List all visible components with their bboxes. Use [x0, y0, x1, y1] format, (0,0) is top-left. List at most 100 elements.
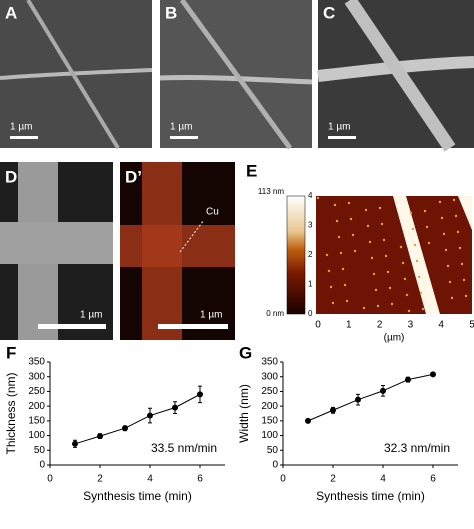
afm-grain	[372, 272, 376, 276]
annotation: 32.3 nm/min	[384, 441, 450, 455]
panel-label: D’	[125, 167, 142, 186]
point	[305, 417, 311, 424]
afm-grain	[462, 278, 466, 282]
y-axis-label: Width (nm)	[237, 384, 251, 443]
afm-grain	[454, 214, 458, 218]
panel-e: E 113 nm 0 nm 0 1 2 3 4 0 1 2 3 4 5 (µm)	[246, 161, 474, 343]
afm-grain	[362, 306, 366, 310]
panel-b: B 1 µm	[159, 0, 313, 150]
afm-grain	[380, 222, 384, 226]
bar-min: 0 nm	[266, 309, 284, 318]
point	[430, 371, 436, 378]
afm-grain	[325, 253, 329, 257]
afm-grain	[335, 219, 339, 223]
afm-grain	[446, 264, 450, 268]
x-tick-label: 4	[438, 320, 444, 331]
point	[122, 425, 128, 432]
afm-grain	[409, 211, 413, 215]
afm-grain	[370, 256, 374, 260]
x-tick-label: 4	[380, 474, 386, 485]
point	[197, 391, 203, 398]
x-tick-label: 2	[377, 320, 383, 331]
afm-grain	[407, 309, 411, 313]
y-tick-label: 200	[261, 401, 278, 412]
afm-grain	[382, 238, 386, 242]
afm-grain	[401, 261, 405, 265]
afm-grain	[390, 302, 394, 306]
scale-label: 1 µm	[170, 122, 192, 133]
afm-grain	[368, 240, 372, 244]
x-tick-label: 0	[47, 474, 53, 485]
afm-grain	[405, 293, 409, 297]
y-tick-label: 300	[261, 371, 278, 382]
y-tick-label: 100	[261, 430, 278, 441]
x-tick-label: 6	[430, 474, 436, 485]
line	[74, 393, 201, 445]
afm-grain	[399, 245, 403, 249]
afm-grain	[458, 246, 462, 250]
afm-grain	[343, 283, 347, 287]
y-tick-label: 350	[261, 357, 278, 368]
panel-label: G	[239, 343, 252, 362]
afm-grain	[442, 232, 446, 236]
y-tick-label: 200	[28, 401, 45, 412]
scale-label: 1 µm	[10, 122, 32, 133]
afm-grain	[351, 233, 355, 237]
afm-grain	[329, 285, 333, 289]
point	[147, 412, 153, 419]
point	[172, 404, 178, 411]
bar-tick-label: 4	[308, 191, 313, 200]
point	[330, 407, 336, 414]
panel-d-prime: Cu D’ 1 µm	[120, 162, 235, 340]
x-tick-label: 0	[280, 474, 286, 485]
x-tick-label: 6	[197, 474, 203, 485]
afm-grain	[345, 299, 349, 303]
afm-grain	[423, 209, 427, 213]
afm-grain	[378, 206, 382, 210]
afm-grain	[333, 203, 337, 207]
y-axis-label: Thickness (nm)	[4, 372, 18, 454]
afm-grain	[425, 225, 429, 229]
afm-grain	[411, 227, 415, 231]
bar-tick-label: 2	[308, 250, 313, 259]
point	[405, 376, 411, 383]
panel-c: C 1 µm	[317, 0, 474, 152]
afm-grain	[403, 277, 407, 281]
afm-grain	[388, 286, 392, 290]
afm-grain	[353, 249, 357, 253]
afm-grain	[452, 198, 456, 202]
panel-label: A	[5, 3, 17, 22]
afm-grain	[413, 243, 417, 247]
x-tick-label: 2	[97, 474, 103, 485]
point	[72, 440, 78, 447]
y-tick-label: 150	[28, 415, 45, 426]
y-tick-label: 350	[28, 357, 45, 368]
y-tick-label: 0	[272, 460, 278, 471]
scale-label: 1 µm	[80, 310, 102, 321]
x-tick-label: 1	[346, 320, 352, 331]
afm-grain	[460, 262, 464, 266]
afm-grain	[456, 230, 460, 234]
afm-grain	[376, 304, 380, 308]
panel-label: F	[6, 343, 16, 362]
afm-grain	[327, 269, 331, 273]
afm-grain	[386, 270, 390, 274]
afm-grain	[450, 296, 454, 300]
panel-a: A 1 µm	[0, 0, 153, 150]
afm-grain	[417, 275, 421, 279]
y-tick-label: 150	[261, 415, 278, 426]
y-tick-label: 100	[28, 430, 45, 441]
bar-tick-label: 3	[308, 221, 313, 230]
bar-tick-label: 0	[308, 309, 313, 318]
y-tick-label: 50	[267, 445, 279, 456]
x-axis-label: Synthesis time (min)	[316, 489, 425, 503]
afm-grain	[366, 224, 370, 228]
point	[380, 387, 386, 394]
y-tick-label: 300	[28, 371, 45, 382]
element-label: Cu	[206, 207, 219, 218]
point	[355, 396, 361, 403]
afm-grain	[427, 241, 431, 245]
y-tick-label: 0	[39, 460, 45, 471]
afm-grain	[331, 301, 335, 305]
